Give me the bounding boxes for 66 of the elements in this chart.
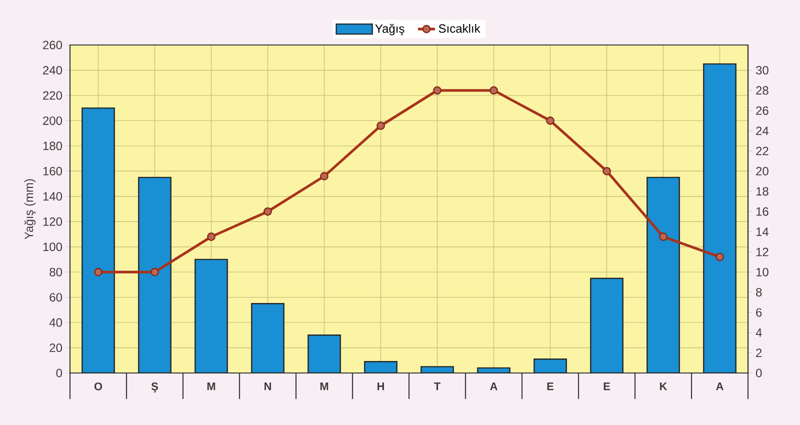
y2-tick-label: 8: [756, 288, 762, 297]
y-tick-label: 260: [43, 40, 62, 50]
x-tick-label: Ş: [151, 382, 158, 392]
y-tick-label: 180: [43, 142, 62, 150]
point: [602, 166, 611, 176]
point: [433, 86, 442, 95]
y-axis-title: Yağış (mm): [24, 179, 36, 240]
y2-tick-label: 18: [756, 187, 768, 196]
bar: [308, 335, 340, 373]
x-tick-label: E: [547, 382, 554, 390]
bar: [82, 108, 114, 373]
y2-tick-label: 14: [756, 228, 769, 236]
y-tick-label: 40: [49, 318, 62, 327]
y-tick-label: 60: [50, 293, 62, 302]
x-tick-label: E: [604, 382, 610, 390]
bar: [534, 359, 566, 373]
y-tick-label: 80: [50, 268, 62, 276]
y-tick-label: 140: [43, 192, 62, 201]
y2-tick-label: 20: [756, 166, 768, 176]
y2-tick-label: 10: [756, 268, 768, 276]
legend-label: Sıcaklık: [438, 24, 480, 33]
y2-tick-label: 0: [756, 368, 762, 378]
x-tick-label: K: [660, 382, 668, 390]
y2-tick-label: 4: [756, 328, 762, 337]
point: [490, 86, 498, 95]
point: [659, 232, 668, 241]
x-tick-label: O: [94, 382, 102, 390]
x-tick-label: M: [320, 382, 328, 390]
x-tick-label: N: [264, 382, 271, 390]
point: [376, 122, 385, 130]
y-tick-label: 200: [43, 116, 62, 125]
bar: [195, 259, 228, 373]
y2-tick-label: 22: [756, 146, 768, 156]
y-tick-label: 0: [56, 368, 62, 378]
legend-label: Yağış: [375, 24, 404, 36]
y-tick-label: 120: [43, 217, 62, 226]
y2-tick-label: 16: [756, 207, 768, 216]
y-tick-label: 240: [43, 66, 62, 74]
x-tick-label: T: [434, 382, 440, 390]
point: [150, 268, 159, 276]
x-tick-label: M: [207, 382, 216, 390]
y2-tick-label: 6: [756, 308, 762, 317]
y-tick-label: 20: [50, 344, 62, 352]
y2-tick-label: 24: [756, 126, 769, 135]
x-tick-label: A: [716, 382, 724, 390]
x-tick-label: H: [378, 382, 384, 390]
bar: [647, 177, 680, 373]
bar: [252, 304, 284, 373]
y2-tick-label: 26: [756, 106, 768, 115]
y2-tick-label: 12: [756, 248, 768, 256]
bar: [138, 177, 171, 373]
point: [716, 252, 724, 262]
y2-tick-label: 30: [756, 66, 768, 74]
bar: [590, 278, 623, 373]
y2-tick-label: 2: [756, 348, 762, 358]
y-tick-label: 100: [43, 242, 62, 252]
point: [546, 116, 554, 125]
point: [94, 268, 102, 276]
point: [264, 207, 272, 216]
y-tick-label: 220: [43, 91, 62, 100]
bar: [703, 63, 736, 373]
x-tick-label: A: [490, 382, 498, 390]
point: [320, 172, 328, 180]
point: [207, 232, 216, 241]
y2-tick-label: 28: [756, 86, 768, 95]
y-tick-label: 160: [43, 166, 62, 176]
